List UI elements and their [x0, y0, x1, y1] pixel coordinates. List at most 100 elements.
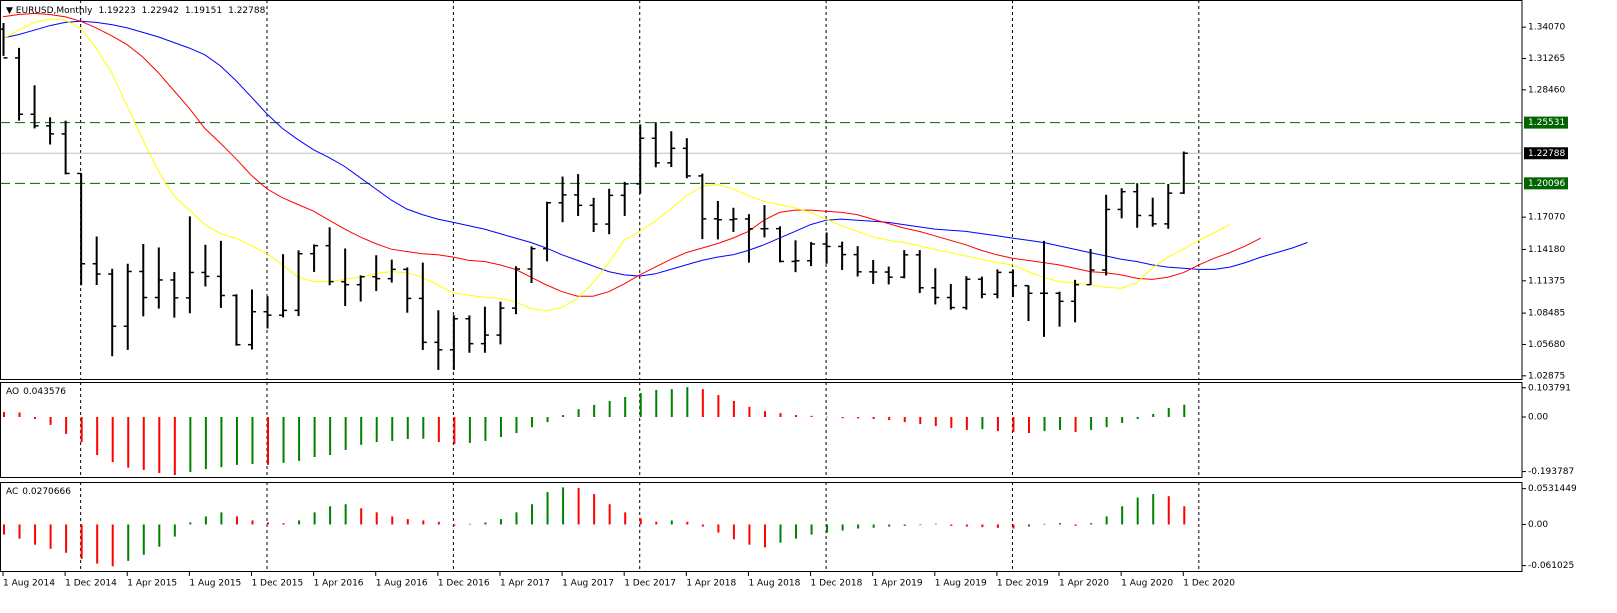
histogram-bar	[1012, 524, 1015, 529]
histogram-bar	[360, 508, 363, 525]
histogram-bar	[670, 389, 673, 418]
histogram-bar	[313, 512, 316, 525]
histogram-bar	[903, 417, 906, 423]
header-high: 1.22942	[142, 6, 179, 16]
header-low: 1.19151	[185, 6, 222, 16]
histogram-bar	[204, 417, 207, 470]
histogram-bar	[919, 417, 922, 425]
histogram-bar	[1136, 417, 1139, 419]
x-tick-label: 1 Dec 2014	[65, 579, 117, 589]
indicator-name: AC	[6, 487, 18, 497]
histogram-bar	[872, 417, 875, 419]
histogram-bar	[329, 417, 332, 456]
histogram-bar	[65, 417, 68, 434]
histogram-bar	[996, 524, 999, 528]
histogram-bar	[1043, 523, 1046, 525]
y-tick-label: 0.0531449	[1528, 484, 1577, 494]
histogram-bar	[608, 400, 611, 418]
y-tick-label: -0.061025	[1528, 561, 1574, 571]
histogram-bar	[80, 524, 83, 559]
x-tick-label: 1 Dec 2020	[1183, 579, 1235, 589]
x-tick-label: 1 Dec 2015	[251, 579, 303, 589]
x-tick-label: 1 Apr 2018	[686, 579, 736, 589]
chart-header: ▼ EURUSD,Monthly 1.19223 1.22942 1.19151 1.2…	[6, 6, 266, 16]
histogram-bar	[624, 397, 627, 418]
y-tick-label: 1.02875	[1528, 371, 1565, 381]
histogram-bar	[18, 524, 21, 539]
histogram-bar	[422, 417, 425, 439]
histogram-bar	[437, 417, 440, 443]
histogram-bar	[375, 417, 378, 443]
histogram-bar	[235, 516, 238, 525]
header-close: 1.22788	[228, 6, 265, 16]
histogram-bar	[468, 523, 471, 525]
level-tag	[1524, 116, 1568, 129]
histogram-bar	[1105, 516, 1108, 525]
histogram-bar	[3, 411, 5, 418]
x-tick-label: 1 Aug 2018	[748, 579, 800, 589]
histogram-bar	[903, 524, 906, 526]
histogram-bar	[34, 524, 37, 545]
histogram-bar	[344, 417, 347, 450]
x-tick-label: 1 Aug 2014	[3, 579, 55, 589]
histogram-bar	[453, 417, 456, 445]
histogram-bar	[515, 417, 518, 434]
panel-border	[0, 0, 1523, 380]
histogram-bar	[670, 520, 673, 525]
histogram-bar	[282, 523, 285, 525]
x-tick-label: 1 Dec 2018	[811, 579, 863, 589]
histogram-bar	[531, 504, 534, 525]
panel-border	[0, 382, 1523, 478]
histogram-bar	[562, 487, 565, 525]
level-tag-label: 1.20096	[1528, 179, 1565, 189]
histogram-bar	[391, 516, 394, 525]
x-tick-label: 1 Dec 2019	[997, 579, 1049, 589]
histogram-bar	[950, 417, 953, 428]
histogram-bar	[810, 524, 813, 535]
y-tick-label: 1.17070	[1528, 213, 1565, 223]
y-tick-label: -0.193787	[1528, 467, 1574, 477]
moving-average	[2, 18, 1231, 312]
histogram-bar	[1183, 404, 1186, 418]
histogram-bar	[1059, 417, 1062, 430]
histogram-bar	[701, 389, 704, 418]
histogram-bar	[1027, 524, 1030, 527]
histogram-bar	[235, 417, 238, 465]
histogram-bar	[96, 524, 99, 564]
histogram-bar	[251, 417, 254, 465]
histogram-bar	[562, 415, 565, 418]
histogram-bar	[499, 519, 502, 525]
histogram-bar	[484, 417, 487, 441]
x-tick-label: 1 Apr 2019	[873, 579, 923, 589]
histogram-bar	[748, 406, 751, 418]
histogram-bar	[1012, 417, 1015, 432]
indicator-value: 0.0270666	[22, 487, 71, 497]
histogram-bar	[732, 400, 735, 418]
histogram-bar	[779, 413, 782, 418]
histogram-bar	[127, 524, 130, 561]
histogram-bar	[593, 404, 596, 418]
histogram-bar	[453, 524, 456, 526]
histogram-bar	[795, 524, 798, 539]
histogram-bar	[1105, 417, 1108, 428]
x-tick-label: 1 Aug 2017	[562, 579, 614, 589]
histogram-bar	[204, 516, 207, 525]
histogram-bar	[406, 417, 409, 439]
histogram-bar	[841, 524, 844, 531]
histogram-bar	[111, 524, 114, 567]
histogram-bar	[422, 520, 425, 525]
histogram-bar	[701, 524, 704, 527]
histogram-bar	[857, 524, 860, 529]
histogram-bar	[826, 416, 829, 418]
histogram-bar	[1183, 506, 1186, 525]
histogram-bar	[329, 506, 332, 525]
level-tag-label: 1.25531	[1528, 118, 1565, 128]
histogram-bar	[313, 417, 316, 457]
histogram-bar	[267, 522, 270, 525]
histogram-bar	[267, 417, 270, 465]
y-tick-label: 1.34070	[1528, 23, 1565, 33]
histogram-bar	[826, 524, 829, 533]
histogram-bar	[950, 524, 953, 526]
histogram-bar	[577, 409, 580, 418]
